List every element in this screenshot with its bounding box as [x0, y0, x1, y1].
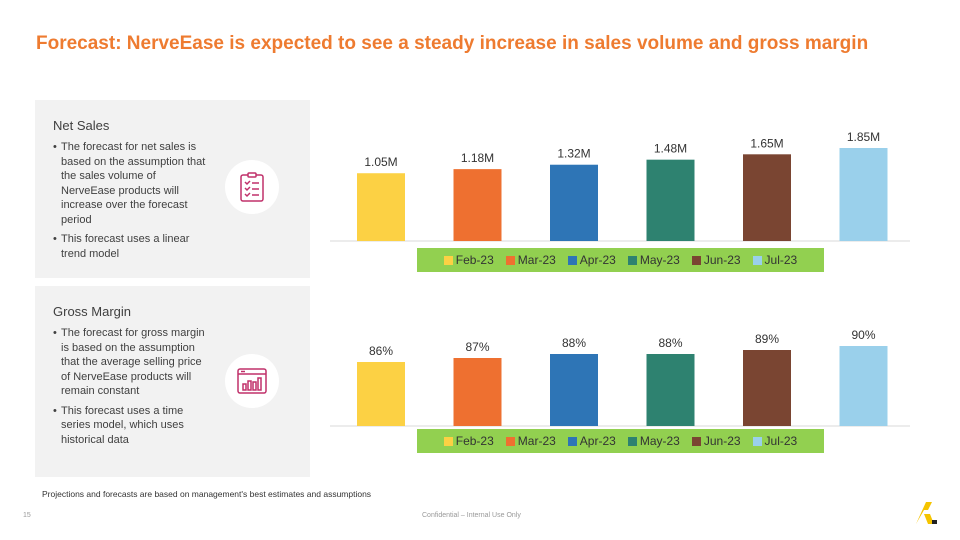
legend-label: Jul-23	[764, 253, 798, 267]
bar-apr-23	[550, 354, 598, 426]
footnote: Projections and forecasts are based on m…	[42, 489, 372, 499]
data-label: 1.18M	[461, 151, 494, 165]
legend-swatch	[505, 255, 515, 265]
legend-label: Apr-23	[579, 434, 616, 448]
bar-apr-23	[550, 164, 598, 241]
bar-jul-23	[839, 346, 888, 426]
panel-heading: Gross Margin	[53, 304, 132, 319]
bullet-item: The forecast for gross margin is based o…	[53, 326, 213, 399]
bar-mar-23	[453, 358, 502, 426]
legend-item: Jun-23	[691, 253, 741, 267]
legend-swatch	[443, 436, 453, 446]
legend-swatch	[691, 255, 701, 265]
checklist-icon	[225, 160, 279, 214]
bar-feb-23	[357, 173, 405, 241]
bar-jul-23	[839, 148, 888, 241]
legend-item: Apr-23	[567, 434, 616, 448]
gross-margin-chart: 86% 87% 88% 88% 89% 90%	[330, 300, 910, 460]
data-label: 1.65M	[750, 136, 783, 150]
legend-item: May-23	[627, 434, 680, 448]
bar-may-23	[646, 354, 695, 426]
legend-label: Mar-23	[517, 253, 556, 267]
page-number: 15	[23, 512, 31, 519]
net-sales-panel: Net Sales The forecast for net sales is …	[35, 100, 310, 278]
legend-item: Jul-23	[752, 434, 798, 448]
bar-mar-23	[453, 169, 502, 241]
legend-item: Feb-23	[443, 253, 494, 267]
legend-item: Mar-23	[505, 253, 556, 267]
panel-heading: Net Sales	[53, 118, 110, 133]
legend-swatch	[443, 255, 453, 265]
bar-may-23	[646, 159, 695, 241]
company-logo-icon	[912, 500, 942, 531]
data-label: 89%	[755, 332, 779, 346]
data-label: 87%	[465, 340, 489, 354]
legend-swatch	[752, 436, 762, 446]
data-label: 1.32M	[557, 147, 590, 161]
legend-label: Mar-23	[517, 434, 556, 448]
bullet-item: The forecast for net sales is based on t…	[53, 140, 213, 227]
legend-item: May-23	[627, 253, 680, 267]
data-label: 88%	[658, 336, 682, 350]
bar-jun-23	[743, 350, 791, 426]
confidential-label: Confidential – Internal Use Only	[422, 512, 521, 519]
data-label: 88%	[562, 336, 586, 350]
gross-margin-bar-chart: 86% 87% 88% 88% 89% 90%	[330, 328, 910, 427]
page-title: Forecast: NerveEase is expected to see a…	[36, 33, 869, 54]
net-sales-chart: 1.05M 1.18M 1.32M 1.48M 1.65M 1.85M Feb-23 Ma…	[330, 110, 910, 272]
legend-item: Jun-23	[691, 434, 741, 448]
legend-swatch	[627, 255, 637, 265]
legend-item: Jul-23	[752, 253, 798, 267]
bullet-item: This forecast uses a linear trend model	[53, 232, 213, 261]
legend-swatch	[627, 436, 637, 446]
chart-legend: Feb-23 Mar-23 Apr-23 May-23 Jun-23 Jul-2…	[417, 429, 824, 453]
legend-swatch	[752, 255, 762, 265]
legend-item: Feb-23	[443, 434, 494, 448]
legend-swatch	[691, 436, 701, 446]
bullet-item: This forecast uses a time series model, …	[53, 404, 213, 448]
data-label: 90%	[851, 328, 875, 342]
legend-swatch	[567, 255, 577, 265]
net-sales-bar-chart: 1.05M 1.18M 1.32M 1.48M 1.65M 1.85M	[330, 130, 910, 242]
legend-label: Feb-23	[455, 434, 494, 448]
legend-item: Mar-23	[505, 434, 556, 448]
data-label: 1.48M	[654, 142, 687, 156]
legend-label: May-23	[639, 253, 680, 267]
legend-label: Jul-23	[764, 434, 798, 448]
bar-feb-23	[357, 362, 405, 426]
bar-chart-window-icon	[225, 354, 279, 408]
legend-swatch	[567, 436, 577, 446]
bullet-list: The forecast for net sales is based on t…	[53, 140, 213, 266]
legend-item: Apr-23	[567, 253, 616, 267]
legend-label: Jun-23	[703, 434, 741, 448]
data-label: 1.85M	[847, 130, 880, 144]
chart-legend: Feb-23 Mar-23 Apr-23 May-23 Jun-23 Jul-2…	[417, 248, 824, 272]
gross-margin-panel: Gross Margin The forecast for gross marg…	[35, 286, 310, 477]
bullet-list: The forecast for gross margin is based o…	[53, 326, 213, 452]
data-label: 1.05M	[364, 155, 397, 169]
legend-label: Apr-23	[579, 253, 616, 267]
legend-label: Feb-23	[455, 253, 494, 267]
data-label: 86%	[369, 344, 393, 358]
legend-label: May-23	[639, 434, 680, 448]
bar-jun-23	[743, 154, 791, 241]
legend-swatch	[505, 436, 515, 446]
legend-label: Jun-23	[703, 253, 741, 267]
